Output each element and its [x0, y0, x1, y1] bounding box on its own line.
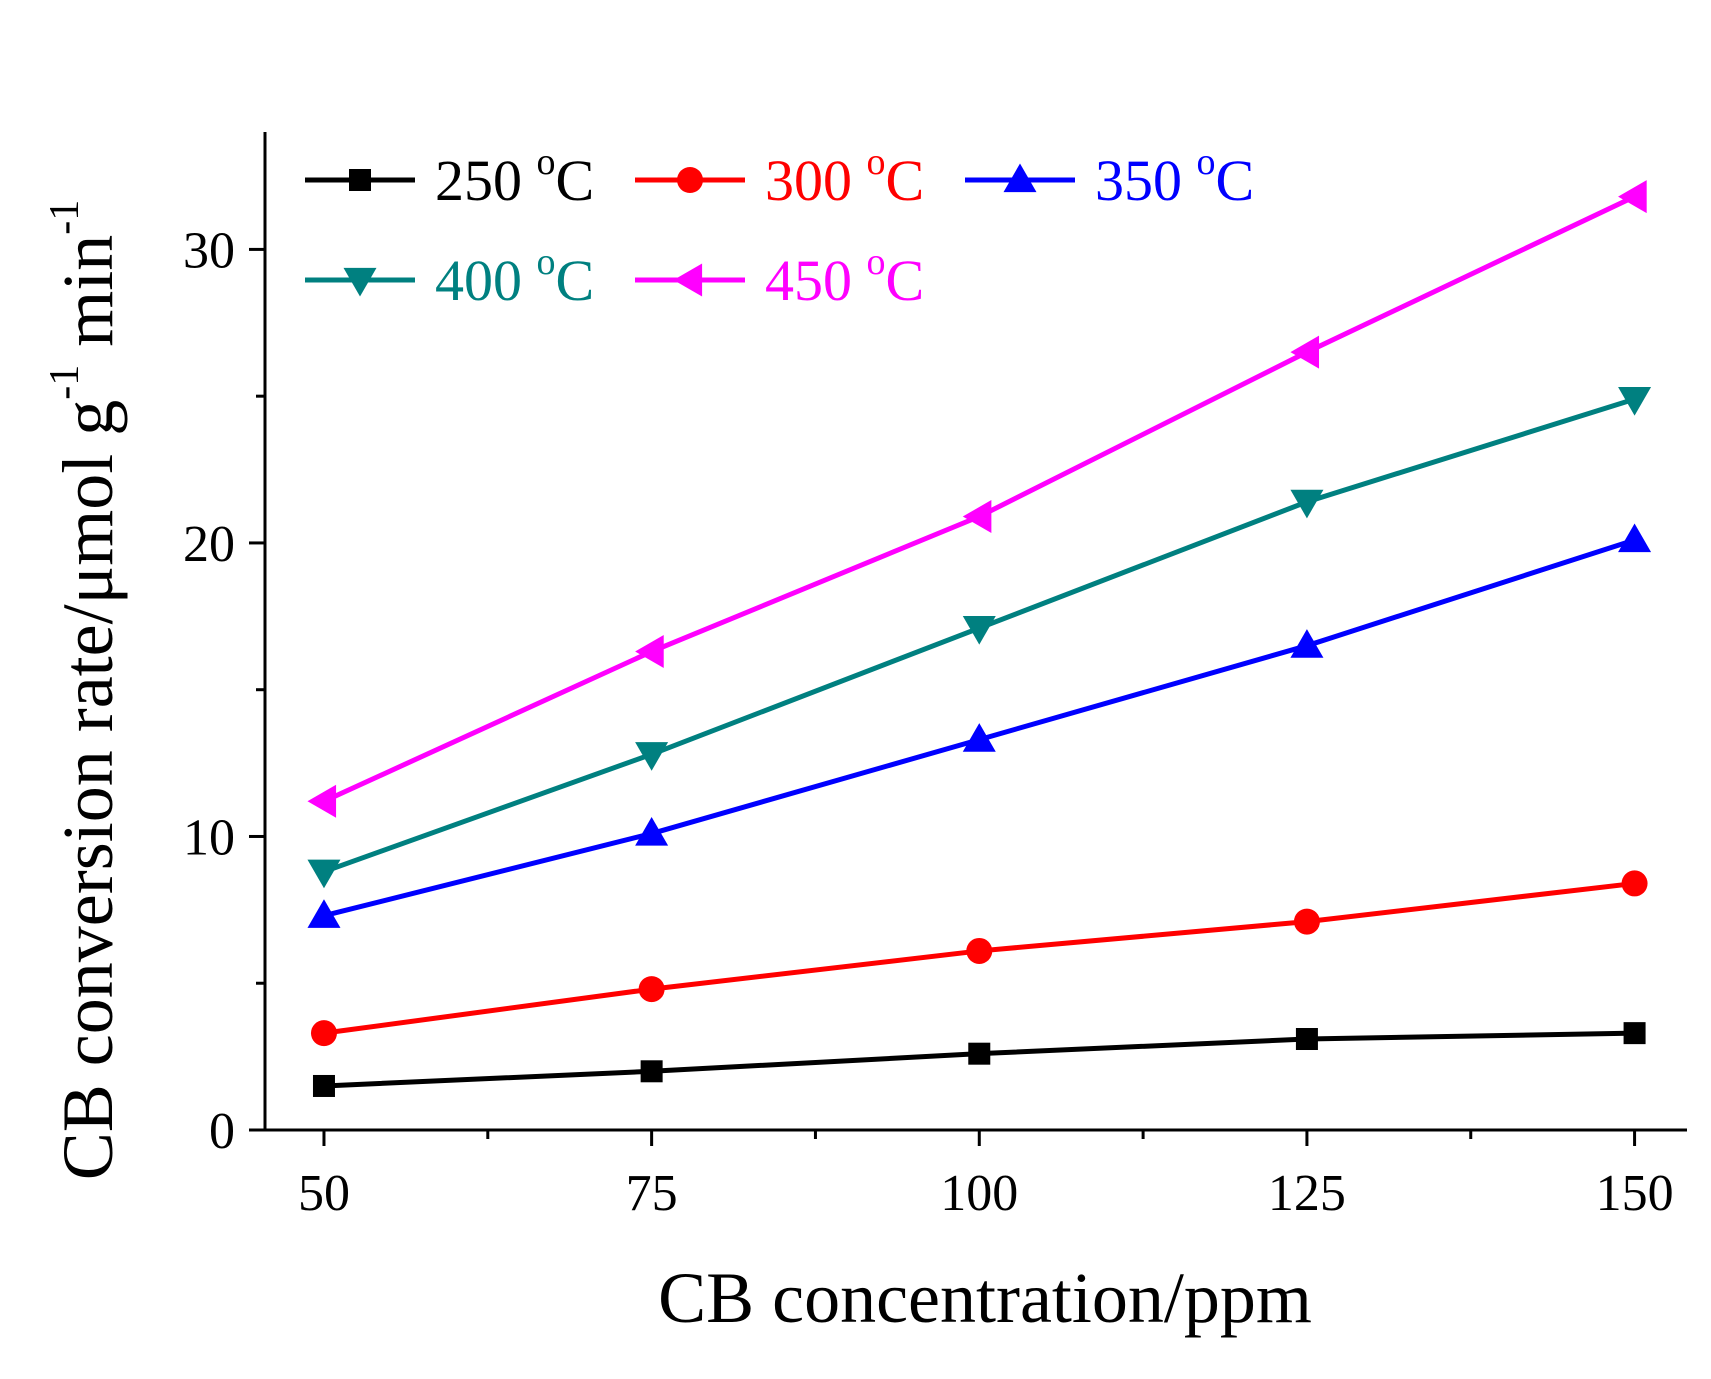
legend-unit: C [556, 248, 595, 313]
data-point-400 [1290, 489, 1324, 519]
y-tick-label: 30 [183, 222, 235, 279]
legend-value: 250 [435, 148, 537, 213]
data-point-250 [1623, 1022, 1646, 1045]
data-point-350 [307, 899, 341, 928]
svg-text:CB conversion rate/μmol g-1 mi: CB conversion rate/μmol g-1 min-1 [42, 200, 128, 1180]
legend-item-350: 350 oC [965, 141, 1254, 213]
data-point-450 [1290, 335, 1320, 369]
x-tick-label: 150 [1596, 1165, 1674, 1222]
x-axis-title: CB concentration/ppm [658, 1258, 1312, 1338]
y-tick-label: 10 [183, 809, 235, 866]
legend-unit: C [886, 148, 925, 213]
axes: 50 75 100 125 150 0 10 20 30 [183, 132, 1687, 1222]
legend-value: 300 [765, 148, 867, 213]
legend-label: 450 oC [765, 241, 924, 313]
data-point-400 [962, 615, 996, 645]
data-point-250 [968, 1042, 991, 1065]
legend-label: 300 oC [765, 141, 924, 213]
series-400 [307, 387, 1652, 889]
series-250 [312, 1022, 1646, 1097]
legend-item-250: 250 oC [305, 141, 594, 213]
x-tick-label: 125 [1268, 1165, 1346, 1222]
x-tick-label: 50 [298, 1165, 350, 1222]
legend-value: 350 [1095, 148, 1197, 213]
data-point-350 [1290, 629, 1324, 658]
y-axis-title-min: min [48, 235, 128, 365]
data-point-450 [635, 635, 664, 669]
data-point-250 [312, 1074, 335, 1097]
series-layer [307, 180, 1652, 1097]
x-tick-label: 100 [940, 1165, 1018, 1222]
legend-unit: C [886, 248, 925, 313]
data-point-400 [1618, 387, 1652, 416]
x-tick-label: 75 [626, 1165, 678, 1222]
legend-swatch-marker [673, 263, 703, 297]
legend-degree: o [1197, 141, 1216, 183]
legend-value: 400 [435, 248, 537, 313]
data-point-300 [1621, 870, 1648, 897]
legend-swatch-marker [1003, 163, 1037, 193]
legend-swatch-marker [677, 167, 703, 193]
y-axis-title-main: CB conversion rate/μmol g [48, 400, 128, 1180]
legend-item-300: 300 oC [635, 141, 924, 213]
legend-swatch-marker [349, 169, 371, 191]
data-point-450 [307, 784, 337, 818]
data-point-300 [310, 1020, 337, 1047]
legend-degree: o [867, 141, 886, 183]
legend-label: 400 oC [435, 241, 594, 313]
y-axis-title-sup2: -1 [42, 200, 88, 235]
legend-unit: C [1216, 148, 1255, 213]
legend-swatch-marker [343, 267, 377, 297]
data-point-300 [966, 937, 993, 964]
series-450 [307, 180, 1647, 818]
legend-degree: o [537, 141, 556, 183]
data-point-400 [307, 859, 341, 889]
data-point-350 [962, 723, 996, 752]
data-point-450 [1618, 180, 1647, 214]
series-300 [310, 870, 1648, 1047]
legend-value: 450 [765, 248, 867, 313]
legend-degree: o [867, 241, 886, 283]
data-point-300 [638, 976, 665, 1003]
legend-item-400: 400 oC [305, 241, 594, 313]
data-point-350 [1618, 523, 1652, 553]
legend-item-450: 450 oC [635, 241, 924, 313]
legend-label: 250 oC [435, 141, 594, 213]
y-tick-label: 20 [183, 516, 235, 573]
legend-degree: o [537, 241, 556, 283]
legend-label: 350 oC [1095, 141, 1254, 213]
data-point-350 [635, 817, 669, 846]
data-point-450 [962, 500, 992, 534]
y-tick-label: 0 [209, 1103, 235, 1160]
data-point-250 [640, 1060, 663, 1083]
data-point-250 [1295, 1028, 1318, 1051]
data-point-400 [635, 742, 669, 771]
data-point-300 [1293, 908, 1320, 935]
y-axis-title-sup1: -1 [42, 365, 88, 400]
series-350 [307, 523, 1652, 928]
legend-unit: C [556, 148, 595, 213]
y-axis-title: CB conversion rate/μmol g-1 min-1 [42, 200, 128, 1180]
